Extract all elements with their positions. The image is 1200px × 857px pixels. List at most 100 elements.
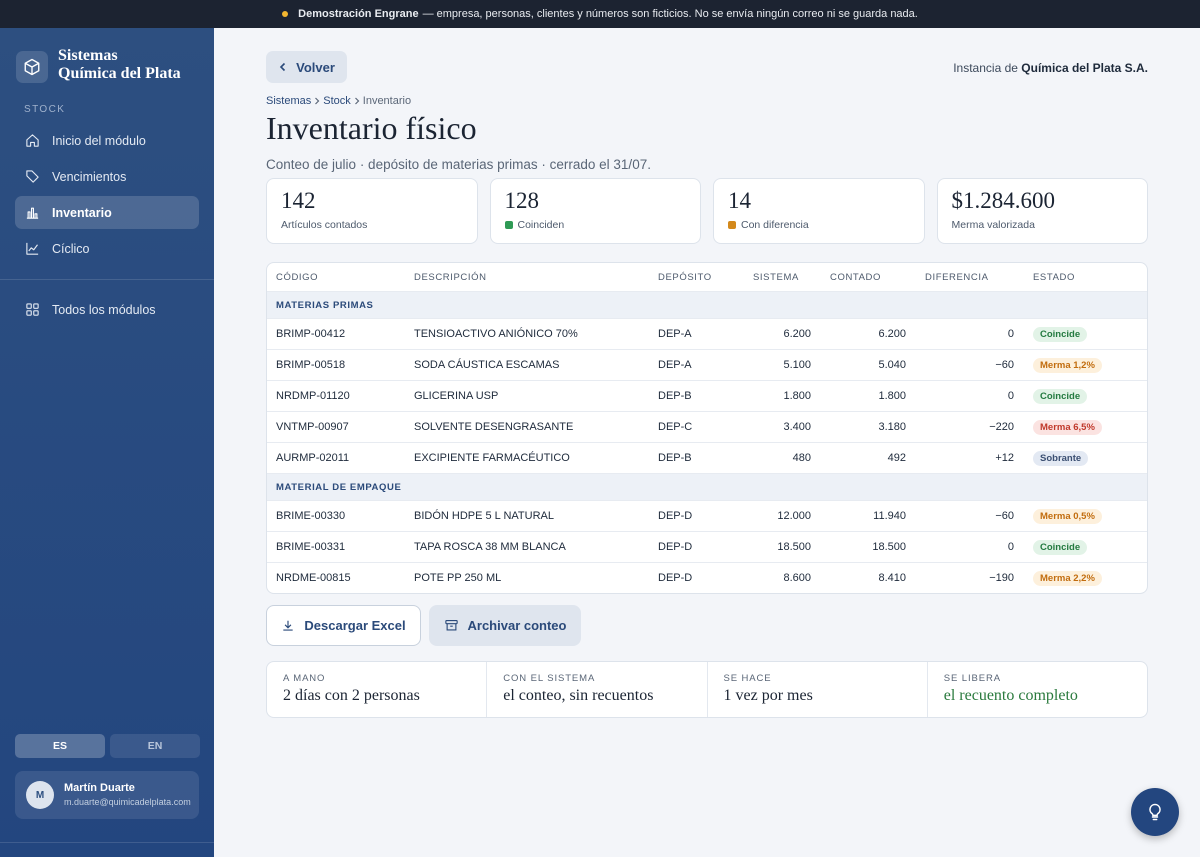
cell-system: 480: [792, 452, 811, 464]
cell-counted: 8.410: [878, 572, 906, 584]
stat-value: $1.284.600: [951, 188, 1056, 213]
brand-name: Sistemas Química del Plata: [58, 47, 181, 83]
cell-system: 6.200: [783, 328, 811, 340]
breadcrumb-item[interactable]: Sistemas: [266, 95, 312, 107]
group-header: MATERIAL DE EMPAQUE: [267, 473, 1147, 500]
divider: [0, 842, 214, 843]
cell-depot: DEP-A: [658, 328, 692, 340]
cell-system: 12.000: [777, 510, 811, 522]
summary-cell: CON EL SISTEMA el conteo, sin recuentos: [486, 662, 706, 717]
download-button[interactable]: Descargar Excel: [266, 605, 421, 646]
cell-difference: −60: [995, 359, 1014, 371]
summary-strip: A MANO 2 días con 2 personas CON EL SISTEM…: [266, 661, 1148, 718]
cell-status: Sobrante: [1024, 450, 1147, 466]
cell-difference: −220: [989, 421, 1014, 433]
cell-code: AURMP-02011: [276, 452, 350, 464]
cell-code: NRDME-00815: [276, 572, 351, 584]
banner-text: — empresa, personas, clientes y números …: [422, 8, 918, 20]
stats: 142 Artículos contados 128 Coinciden 14 Con d…: [266, 178, 1148, 244]
stat-value: 128: [504, 188, 540, 213]
status-pill: Coincide: [1033, 388, 1088, 404]
summary-value: el recuento completo: [943, 687, 1078, 704]
status-pill: Merma 6,5%: [1033, 419, 1102, 435]
column-header: CONTADO: [830, 271, 881, 283]
back-button[interactable]: Volver: [266, 51, 347, 83]
instance-name: Química del Plata S.A.: [1021, 61, 1148, 75]
nav-label: Cíclico: [52, 241, 90, 256]
breadcrumb-item[interactable]: Stock: [323, 95, 351, 107]
nav-item[interactable]: Inicio del módulo: [15, 124, 199, 157]
section-label: STOCK: [24, 104, 66, 115]
cell-code: BRIME-00330: [276, 510, 346, 522]
user-card[interactable]: M Martín Duarte m.duarte@quimicadelplata…: [15, 771, 199, 819]
cell-depot: DEP-D: [658, 510, 693, 522]
breadcrumb-separator: [354, 97, 360, 105]
table-row: NRDMP-01120 GLICERINA USP DEP-B 1.800 1.800 0…: [267, 380, 1147, 411]
language-button[interactable]: ES: [15, 734, 105, 758]
divider: [0, 279, 214, 280]
cell-code: BRIMP-00518: [276, 359, 346, 371]
cell-depot: DEP-C: [658, 421, 693, 433]
nav-label: Inicio del módulo: [52, 133, 146, 148]
cell-system: 5.100: [783, 359, 811, 371]
icon: [26, 207, 39, 219]
cell-status: Coincide: [1024, 326, 1147, 342]
summary-cell: SE HACE 1 vez por mes: [706, 662, 927, 717]
stat-label-row: Coinciden: [504, 219, 687, 231]
page-title: Inventario físico: [266, 110, 477, 146]
summary-cell: SE LIBERA el recuento completo: [926, 662, 1147, 717]
summary-label: SE HACE: [723, 673, 772, 684]
nav-item[interactable]: Vencimientos: [15, 160, 199, 193]
status-pill: Merma 2,2%: [1033, 570, 1102, 586]
summary-label: A MANO: [283, 673, 326, 684]
cell-counted: 492: [887, 452, 906, 464]
nav-label: Inventario: [52, 205, 112, 220]
summary-label: SE LIBERA: [943, 673, 1001, 684]
cell-description: GLICERINA USP: [414, 390, 499, 402]
stat-card: 14 Con diferencia: [713, 178, 925, 244]
cell-status: Merma 2,2%: [1024, 570, 1147, 586]
cell-system: 8.600: [783, 572, 811, 584]
cell-description: BIDÓN HDPE 5 L NATURAL: [414, 510, 554, 522]
table-row: VNTMP-00907 SOLVENTE DESENGRASANTE DEP-C 3.…: [267, 411, 1147, 442]
avatar: M: [26, 781, 54, 809]
help-button[interactable]: [1131, 788, 1179, 836]
language-button[interactable]: EN: [110, 734, 200, 758]
user-name: Martín Duarte: [64, 782, 135, 794]
table-row: BRIMP-00518 SODA CÁUSTICA ESCAMAS DEP-A 5.1…: [267, 349, 1147, 380]
cell-description: POTE PP 250 ML: [414, 572, 502, 584]
summary-value: 1 vez por mes: [723, 687, 813, 704]
stat-swatch: [504, 221, 513, 229]
nav-item[interactable]: Inventario: [15, 196, 199, 229]
cell-depot: DEP-B: [658, 452, 692, 464]
cell-difference: +12: [995, 452, 1014, 464]
table-row: BRIMP-00412 TENSIOACTIVO ANIÓNICO 70% DEP-…: [267, 318, 1147, 349]
cell-system: 1.800: [783, 390, 811, 402]
brand-icon: [16, 51, 48, 83]
nav-item[interactable]: Cíclico: [15, 232, 199, 265]
column-header: ESTADO: [1033, 271, 1075, 283]
stat-label-row: Con diferencia: [728, 219, 910, 231]
summary-value: el conteo, sin recuentos: [503, 687, 654, 704]
cell-status: Coincide: [1024, 539, 1147, 555]
archive-button[interactable]: Archivar conteo: [429, 605, 581, 646]
brand-line: Sistemas: [58, 47, 118, 64]
breadcrumb-separator: [315, 97, 320, 105]
instance-prefix: Instancia de: [953, 61, 1018, 75]
column-header: DESCRIPCIÓN: [414, 271, 487, 283]
cell-depot: DEP-D: [658, 541, 693, 553]
cell-counted: 3.180: [878, 421, 906, 433]
status-pill: Merma 1,2%: [1033, 357, 1102, 373]
cell-depot: DEP-A: [658, 359, 692, 371]
cell-description: SODA CÁUSTICA ESCAMAS: [414, 359, 560, 371]
stat-label: Con diferencia: [741, 219, 809, 231]
status-pill: Merma 0,5%: [1033, 508, 1102, 524]
group-header: MATERIAS PRIMAS: [267, 291, 1147, 318]
summary-cell: A MANO 2 días con 2 personas: [267, 662, 486, 717]
cell-counted: 11.940: [873, 510, 906, 522]
stat-label: Artículos contados: [281, 219, 368, 231]
banner-dot: [282, 11, 289, 17]
nav-item[interactable]: Todos los módulos: [15, 293, 199, 326]
table-row: AURMP-02011 EXCIPIENTE FARMACÉUTICO DEP-B 4…: [267, 442, 1147, 473]
cell-status: Merma 1,2%: [1024, 357, 1147, 373]
